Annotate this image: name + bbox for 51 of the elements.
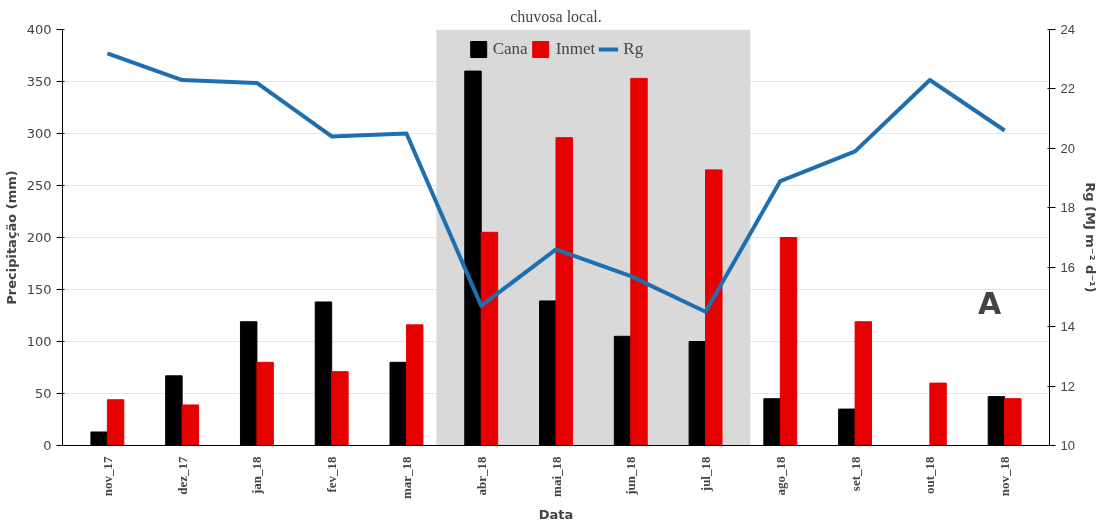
x-tick-label: out_18 — [922, 456, 938, 495]
y2-tick-label: 22 — [1060, 81, 1075, 97]
legend-label: Rg — [623, 39, 644, 59]
x-tick-label: set_18 — [847, 456, 863, 492]
bar — [854, 321, 873, 446]
bar — [331, 371, 349, 446]
y-tick-label: 400 — [26, 22, 52, 37]
y-tick-label: 0 — [43, 438, 52, 453]
x-axis-title: Data — [538, 507, 574, 523]
bar — [1004, 398, 1022, 446]
bar — [405, 324, 424, 446]
y2-tick-label: 20 — [1060, 140, 1075, 156]
x-tick-label: fev_18 — [324, 456, 340, 493]
x-tick-label: nov_18 — [997, 456, 1013, 497]
bar — [106, 399, 125, 446]
y-tick-label: 100 — [26, 334, 52, 349]
y2-tick-label: 18 — [1060, 200, 1075, 216]
y2-tick-label: 16 — [1060, 259, 1075, 275]
y-tick-label: 150 — [26, 282, 52, 297]
x-tick-label: abr_18 — [473, 456, 489, 496]
x-tick-label: ago_18 — [772, 456, 788, 496]
x-tick-label: jan_18 — [249, 456, 265, 496]
x-tick-label: mar_18 — [398, 456, 414, 500]
bar — [555, 137, 573, 446]
y2-axis-title: Rg (MJ m⁻² d⁻¹) — [1082, 182, 1098, 293]
bar — [480, 231, 499, 446]
bar — [630, 77, 648, 446]
y2-tick-label: 14 — [1060, 319, 1075, 335]
y-tick-label: 250 — [26, 178, 52, 193]
y-tick-label: 50 — [34, 386, 52, 401]
x-tick-label: dez_17 — [174, 456, 190, 495]
y2-tick-label: 24 — [1060, 22, 1075, 37]
y2-tick-label: 12 — [1060, 378, 1075, 394]
x-tick-label: nov_17 — [99, 456, 115, 497]
x-tick-label: mai_18 — [548, 456, 564, 497]
legend-label: Inmet — [555, 39, 596, 59]
annotation: A — [978, 285, 1003, 321]
y-tick-label: 300 — [26, 126, 52, 141]
y-axis-title: Precipitação (mm) — [3, 170, 19, 305]
x-tick-label: jun_18 — [623, 456, 639, 496]
legend-label: Cana — [492, 39, 528, 59]
bar — [181, 404, 200, 446]
bar — [705, 169, 723, 446]
chart-title: chuvosa local. — [510, 7, 602, 25]
x-tick-label: jul_18 — [698, 456, 714, 493]
y-tick-label: 350 — [26, 74, 52, 89]
y-tick-label: 200 — [26, 230, 52, 245]
bar — [929, 382, 947, 446]
bar — [256, 361, 274, 446]
bar — [779, 237, 798, 446]
y2-tick-label: 10 — [1060, 438, 1075, 453]
